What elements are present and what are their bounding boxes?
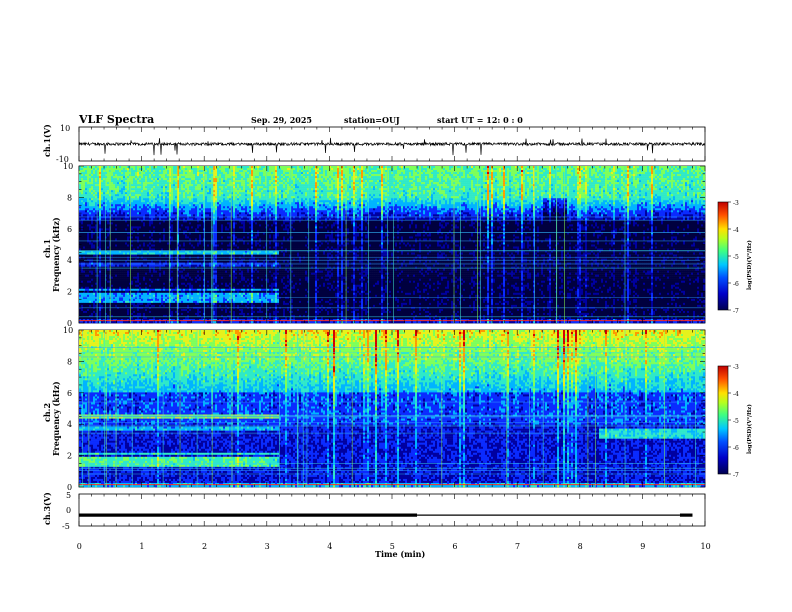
y-tick-label: 6 — [67, 225, 72, 234]
ch2-colorbar-tick: -6 — [733, 445, 739, 452]
ch1-colorbar-tick: -3 — [733, 200, 739, 207]
ch3-ytick-bottom: -5 — [62, 522, 70, 531]
ch1-waveform-panel: 10 -10 ch.1(V) — [42, 124, 705, 164]
ch2-colorbar-tick: -4 — [733, 391, 739, 398]
ch1-waveform-ylabel: ch.1(V) — [42, 124, 52, 157]
ch1-colorbar-label: log(PSD)(V²/Hz) — [746, 240, 753, 290]
x-tick-label: 8 — [578, 542, 583, 551]
ch2-colorbar-tick: -7 — [733, 472, 739, 479]
ch1-colorbar-tick: -7 — [733, 308, 739, 315]
ch2-spectrogram-ylabel-frequency: Frequency (kHz) — [51, 381, 61, 456]
ch2-colorbar-label: log(PSD)(V²/Hz) — [746, 404, 753, 454]
ch1-colorbar-tick: -4 — [733, 227, 739, 234]
y-tick-label: 4 — [67, 256, 72, 265]
date-label: Sep. 29, 2025 — [251, 115, 312, 125]
ch1-colorbar-tick: -6 — [733, 281, 739, 288]
ch1-colorbar-tick: -5 — [733, 254, 739, 261]
ch2-colorbar — [718, 366, 728, 474]
x-tick-label: 2 — [202, 542, 207, 551]
ch1-spectrogram-ylabel-frequency: Frequency (kHz) — [51, 217, 61, 292]
start-time-label: start UT = 12: 0 : 0 — [437, 115, 523, 125]
x-tick-label: 10 — [701, 542, 711, 551]
y-tick-label: 2 — [67, 288, 72, 297]
ch3-waveform-ylabel: ch.3(V) — [42, 492, 52, 525]
station-label: station=OUJ — [344, 115, 400, 125]
y-tick-label: 2 — [67, 452, 72, 461]
ch2-colorbar-tick: -3 — [733, 364, 739, 371]
ch3-ytick-mid: 0 — [66, 506, 71, 515]
x-tick-label: 9 — [640, 542, 645, 551]
ch1-spectrogram-image — [79, 166, 705, 323]
x-tick-label: 0 — [77, 542, 82, 551]
y-tick-label: 10 — [63, 326, 73, 335]
y-tick-label: 4 — [67, 420, 72, 429]
ch3-waveform-panel: 5 0 -5 ch.3(V) — [42, 491, 705, 531]
ch2-spectrogram-image — [79, 330, 705, 487]
x-axis-label: Time (min) — [375, 549, 425, 559]
y-tick-label: 10 — [63, 162, 73, 171]
y-tick-label: 8 — [67, 193, 72, 202]
ch1-colorbar — [718, 202, 728, 310]
ch2-colorbar-tick: -5 — [733, 418, 739, 425]
x-tick-label: 4 — [327, 542, 332, 551]
vlf-figure: VLF Spectra Sep. 29, 2025 station=OUJ st… — [0, 0, 792, 612]
y-tick-label: 6 — [67, 389, 72, 398]
x-tick-label: 1 — [139, 542, 144, 551]
y-tick-label: 8 — [67, 357, 72, 366]
x-tick-label: 6 — [452, 542, 457, 551]
ch1-ytick-top: 10 — [60, 124, 70, 133]
x-tick-label: 7 — [515, 542, 520, 551]
figure-title: VLF Spectra — [78, 113, 154, 126]
ch3-ytick-top: 5 — [66, 491, 71, 500]
x-tick-label: 3 — [265, 542, 270, 551]
